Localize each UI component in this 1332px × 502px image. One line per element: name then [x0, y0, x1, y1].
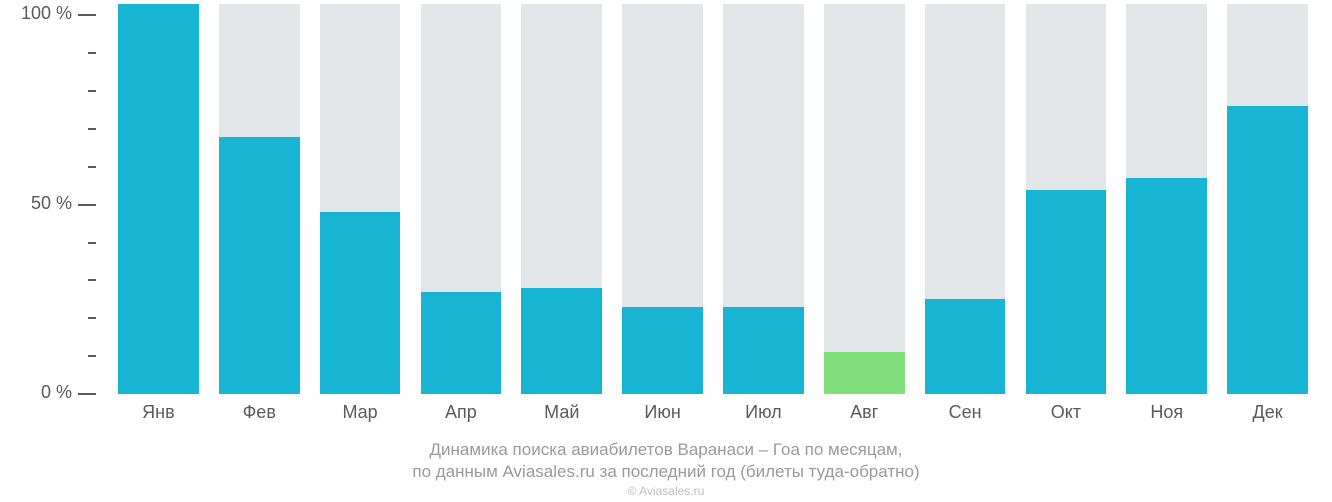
chart-caption-line1: Динамика поиска авиабилетов Варанаси – Г…: [0, 440, 1332, 460]
x-tick-label: Апр: [445, 402, 477, 423]
y-tick-minor: [0, 166, 96, 168]
y-tick-label: 50 %: [31, 193, 72, 214]
bar: [824, 352, 905, 394]
x-tick-label: Мар: [342, 402, 377, 423]
bar: [723, 307, 804, 394]
y-tick-minor: [0, 242, 96, 244]
x-tick-label: Дек: [1253, 402, 1283, 423]
x-tick-label: Ноя: [1150, 402, 1183, 423]
x-tick-label: Май: [544, 402, 579, 423]
bar-background: [824, 4, 905, 394]
bar: [421, 292, 502, 394]
bar: [521, 288, 602, 394]
y-tick-major: 100 %: [0, 14, 96, 16]
monthly-search-chart: 0 % 50 % 100 % Янв Фев Мар Апр Май Июн Июл Авг Сен…: [0, 0, 1332, 502]
y-tick-minor: [0, 355, 96, 357]
y-tick-major: 50 %: [0, 204, 96, 206]
attribution-footer: © Aviasales.ru: [0, 484, 1332, 498]
x-tick-label: Июл: [745, 402, 782, 423]
y-tick-label: 0 %: [41, 382, 72, 403]
x-axis: Янв Фев Мар Апр Май Июн Июл Авг Сен Окт Ноя Дек: [108, 398, 1318, 426]
x-tick-label: Фев: [243, 402, 276, 423]
bar: [1227, 106, 1308, 394]
y-tick-minor: [0, 52, 96, 54]
x-tick-label: Июн: [644, 402, 680, 423]
bar: [118, 4, 199, 394]
y-tick-major: 0 %: [0, 393, 96, 395]
plot-area: [108, 4, 1318, 394]
x-tick-label: Сен: [949, 402, 982, 423]
y-tick-minor: [0, 90, 96, 92]
bar: [320, 212, 401, 394]
y-tick-minor: [0, 317, 96, 319]
x-tick-label: Янв: [142, 402, 175, 423]
bar: [622, 307, 703, 394]
y-tick-minor: [0, 279, 96, 281]
bar: [219, 137, 300, 394]
chart-caption-line2: по данным Aviasales.ru за последний год …: [0, 462, 1332, 482]
x-tick-label: Окт: [1051, 402, 1081, 423]
y-tick-label: 100 %: [21, 3, 72, 24]
bar: [925, 299, 1006, 394]
y-tick-minor: [0, 128, 96, 130]
y-axis: 0 % 50 % 100 %: [0, 4, 108, 394]
bar: [1026, 190, 1107, 394]
x-tick-label: Авг: [850, 402, 878, 423]
bar: [1126, 178, 1207, 394]
